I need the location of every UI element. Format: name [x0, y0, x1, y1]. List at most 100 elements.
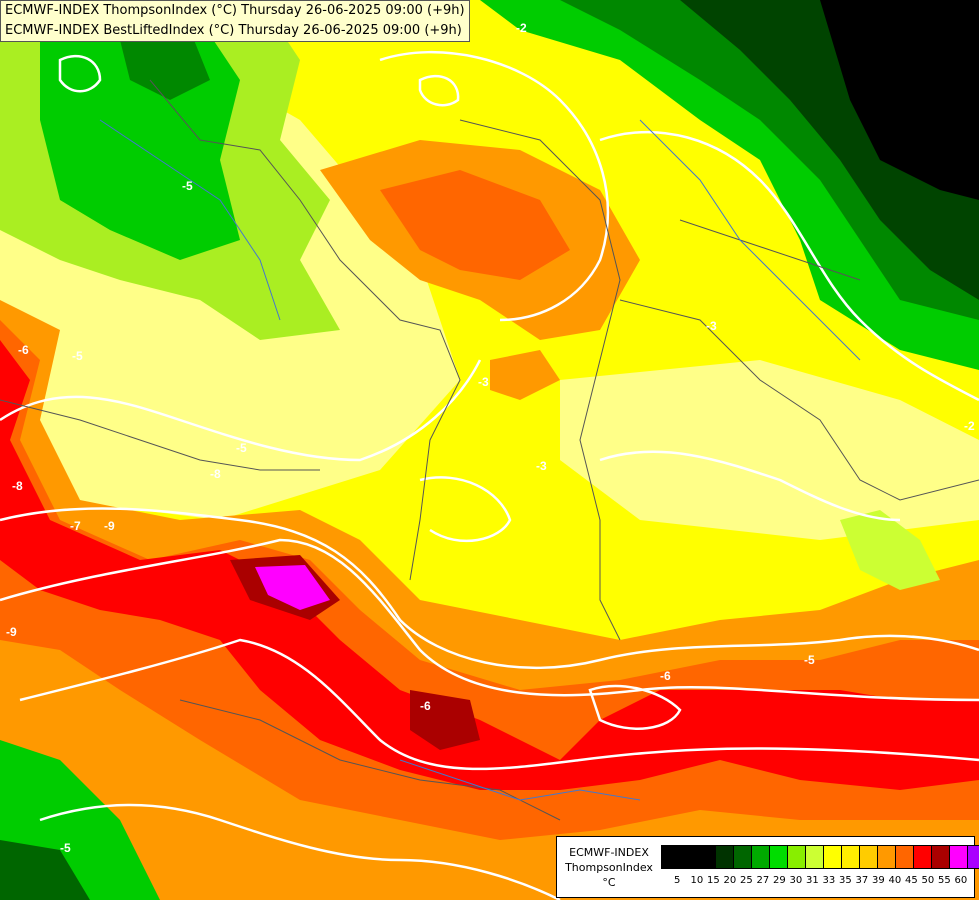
legend-tick-label: 10	[690, 875, 704, 886]
contour-line-2	[0, 538, 979, 702]
legend-swatches	[661, 845, 979, 869]
contour-line-5	[379, 50, 610, 322]
contour-line-1	[0, 507, 979, 670]
contour-line-3	[19, 638, 979, 771]
legend-tick-label: 15	[707, 875, 720, 886]
border-line-6	[679, 219, 861, 281]
border-line-4	[0, 399, 320, 471]
magenta-patch	[255, 565, 330, 610]
title-best-lifted-index: ECMWF-INDEX BestLiftedIndex (°C) Thursda…	[5, 23, 462, 38]
contour-label: -9	[104, 519, 115, 533]
color-legend: ECMWF-INDEX ThompsonIndex °C 5 10 15 20 25 27…	[556, 836, 979, 898]
legend-swatch	[841, 845, 860, 869]
legend-swatch	[715, 845, 734, 869]
legend-tick-label: 37	[855, 875, 869, 886]
legend-tick-label: 60	[954, 875, 968, 886]
legend-swatch	[679, 845, 698, 869]
contour-line-7	[39, 803, 561, 900]
contour-line-4	[0, 359, 482, 462]
contour-line-9	[599, 450, 901, 522]
legend-tick-label: 40	[888, 875, 902, 886]
legend-swatch	[859, 845, 878, 869]
legend-tick-label: 31	[806, 875, 819, 886]
legend-swatch	[913, 845, 932, 869]
legend-tick-label: 30	[789, 875, 803, 886]
dark-orange-patch-north	[380, 170, 570, 280]
contour-label: -2	[964, 419, 975, 433]
river-2	[639, 119, 861, 361]
contour-loop-2	[418, 74, 460, 107]
legend-parameter: ThompsonIndex	[565, 861, 653, 874]
border-line-5	[179, 699, 561, 821]
contour-label: -9	[6, 625, 17, 639]
contour-label: -8	[12, 479, 23, 493]
contour-loop-3	[588, 684, 682, 730]
map-title-box: ECMWF-INDEX ThompsonIndex (°C) Thursday …	[0, 0, 470, 42]
legend-unit: °C	[602, 876, 616, 889]
legend-swatch	[877, 845, 896, 869]
contour-label-group: -2 -5 -6 -5 -3 -3 -7 -8 -9 -5 -6 -6 -2 -…	[6, 21, 975, 855]
legend-swatch	[895, 845, 914, 869]
contour-label: -3	[706, 319, 717, 333]
legend-swatch	[805, 845, 824, 869]
rivers	[99, 119, 861, 801]
legend-tick-label: 25	[740, 875, 753, 886]
river-1	[99, 119, 281, 321]
legend-swatch	[931, 845, 950, 869]
country-borders	[0, 79, 979, 821]
pale-yellow-region-east	[560, 360, 979, 540]
contour-label: -5	[236, 441, 247, 455]
dark-green-patch-nw	[120, 30, 210, 100]
legend-ticks: 5 10 15 20 25 27 29 30 31 33 35 37 39 40 45 50 55 60	[662, 875, 971, 886]
legend-model: ECMWF-INDEX	[569, 846, 649, 859]
contour-label: -5	[804, 653, 815, 667]
legend-tick-label: 33	[822, 875, 836, 886]
legend-tick-label: 5	[674, 875, 681, 886]
legend-swatch	[733, 845, 752, 869]
title-thompson-index: ECMWF-INDEX ThompsonIndex (°C) Thursday …	[5, 3, 465, 18]
contour-line-6	[599, 130, 979, 402]
dark-green-region-sw	[0, 840, 90, 900]
border-line-2	[459, 119, 621, 641]
border-line-1	[149, 79, 461, 581]
contour-label: -3	[536, 459, 547, 473]
orange-patch-center	[490, 350, 560, 400]
river-3	[399, 759, 641, 801]
lifted-index-contours	[0, 50, 979, 900]
contour-label: -5	[60, 841, 71, 855]
contour-label: -6	[18, 343, 29, 357]
legend-tick-label: 45	[905, 875, 918, 886]
legend-swatch	[949, 845, 968, 869]
contour-loop-1	[58, 54, 102, 93]
contour-label: -5	[72, 349, 83, 363]
contour-label: -8	[210, 467, 221, 481]
black-region-ne	[820, 0, 979, 200]
legend-tick-label: 50	[921, 875, 935, 886]
legend-swatch	[769, 845, 788, 869]
legend-tick-label: 20	[723, 875, 737, 886]
legend-tick-label: 29	[773, 875, 786, 886]
red-band-south	[0, 340, 979, 790]
contour-label: -7	[70, 519, 81, 533]
legend-swatch	[823, 845, 842, 869]
contour-label: -2	[516, 21, 527, 35]
legend-tick-label: 39	[872, 875, 885, 886]
legend-tick-label: 35	[839, 875, 852, 886]
contour-label: -5	[182, 179, 193, 193]
legend-tick-label: 55	[938, 875, 951, 886]
legend-swatch	[967, 845, 979, 869]
legend-label: ECMWF-INDEX ThompsonIndex °C	[561, 845, 657, 890]
border-line-3	[619, 299, 979, 501]
contour-label: -6	[660, 669, 671, 683]
legend-swatch	[661, 845, 680, 869]
contour-line-8	[419, 476, 512, 543]
legend-swatch	[787, 845, 806, 869]
contour-label: -3	[478, 375, 489, 389]
light-green-patch-east	[840, 510, 940, 590]
contour-label: -6	[420, 699, 431, 713]
legend-swatch	[697, 845, 716, 869]
legend-tick-label: 27	[756, 875, 770, 886]
legend-swatch	[751, 845, 770, 869]
